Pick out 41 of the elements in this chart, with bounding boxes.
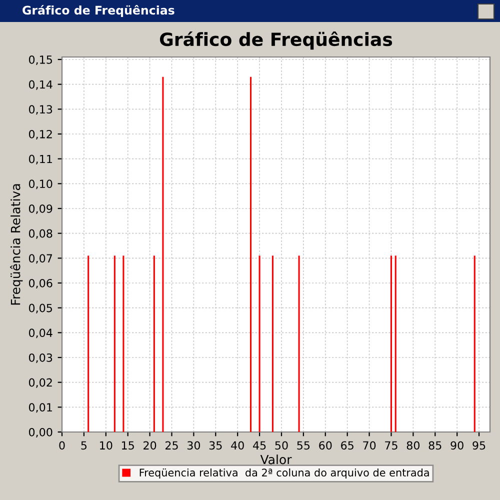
x-tick-label: 55	[297, 441, 310, 450]
y-tick-label: 0,03	[28, 353, 52, 364]
y-tick-label: 0,06	[28, 278, 52, 289]
y-tick-label: 0,12	[28, 130, 52, 140]
y-tick-label: 0,13	[28, 105, 52, 115]
x-tick-label: 90	[450, 441, 464, 450]
y-tick-label: 0,00	[28, 428, 52, 438]
x-tick-label: 45	[253, 441, 266, 450]
x-tick-label: 70	[363, 441, 376, 450]
x-tick-label: 15	[122, 441, 134, 450]
x-tick-label: 25	[165, 441, 178, 450]
y-tick-label: 0,10	[28, 180, 52, 190]
y-axis-title: Freqüência Relativa	[10, 184, 23, 305]
x-tick-label: 95	[472, 441, 486, 450]
x-tick-label: 30	[187, 441, 200, 450]
x-tick-label: 85	[428, 441, 442, 450]
x-axis-title: Valor	[260, 454, 292, 464]
y-tick-label: 0,01	[28, 403, 52, 413]
x-tick-label: 50	[275, 441, 288, 450]
y-tick-label: 0,09	[28, 204, 52, 214]
x-tick-label: 10	[100, 441, 112, 450]
y-tick-label: 0,11	[28, 154, 52, 164]
x-tick-label: 75	[385, 441, 398, 450]
y-tick-label: 0,14	[28, 80, 52, 90]
x-tick-label: 80	[406, 441, 420, 450]
text: Gráfico de Freqüências	[22, 5, 174, 17]
x-tick-label: 35	[209, 441, 222, 450]
chart-title: Gráfico de Freqüências	[160, 31, 392, 50]
legend-label: Freqüencia relativa da 2ª coluna do arquivo de entrada	[140, 468, 429, 479]
y-tick-label: 0,05	[28, 304, 52, 314]
x-tick-label: 5	[81, 441, 87, 450]
y-tick-label: 0,15	[28, 55, 52, 65]
x-tick-label: 65	[341, 441, 354, 450]
x-tick-label: 40	[231, 441, 244, 450]
y-tick-label: 0,04	[28, 328, 52, 338]
y-tick-label: 0,02	[28, 378, 52, 388]
y-tick-label: 0,08	[28, 229, 52, 239]
x-tick-label: 0	[59, 441, 65, 450]
x-tick-label: 20	[144, 441, 156, 450]
x-tick-label: 60	[319, 441, 332, 450]
y-tick-label: 0,07	[28, 254, 52, 264]
